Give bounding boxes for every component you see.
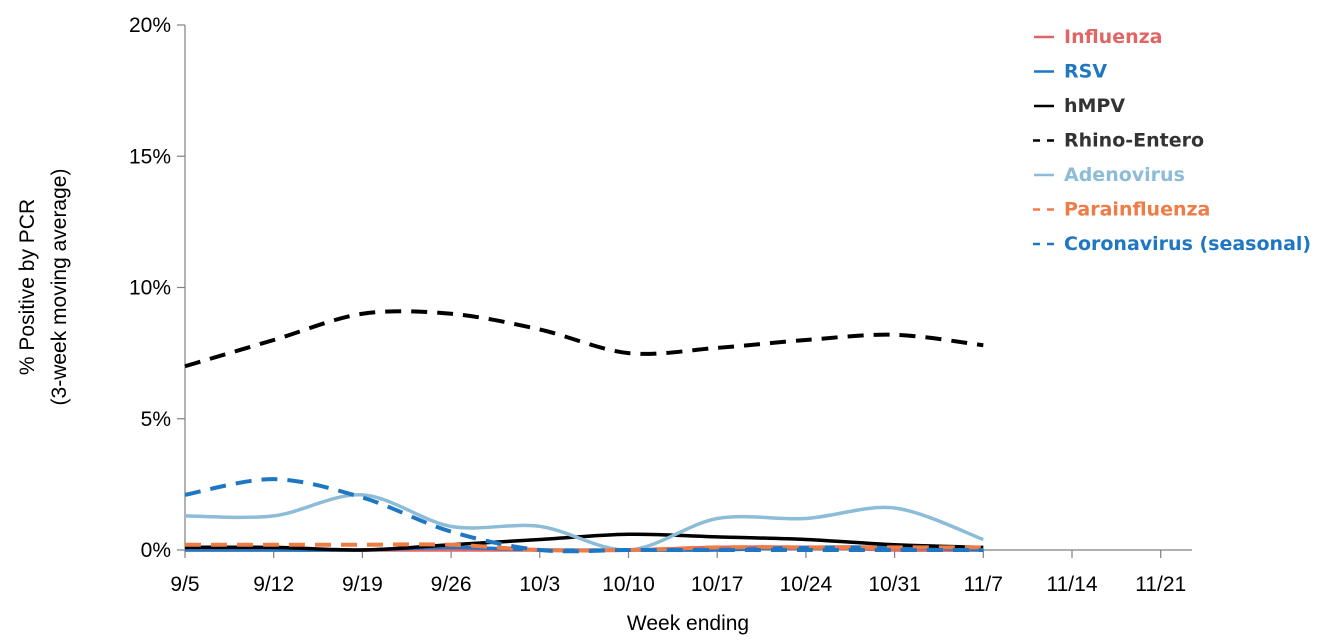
- y-tick-label: 5%: [141, 408, 171, 431]
- x-tick-label: 9/12: [253, 573, 294, 596]
- chart-axes: 0% 5% 10% 15% 20% 9/5 9/12 9/19 9/26 10/3 10/10 10/…: [129, 14, 1192, 596]
- y-tick-label: 0%: [141, 539, 171, 562]
- x-tick-label: 10/31: [868, 573, 921, 596]
- x-tick-label: 9/26: [431, 573, 472, 596]
- x-tick-label: 11/21: [1135, 573, 1186, 596]
- series-line-rhino-entero: [184, 309, 984, 369]
- legend-label-coronavirus-seasonal: Coronavirus (seasonal): [1064, 233, 1311, 255]
- x-axis-title: Week ending: [627, 612, 749, 635]
- legend-label-rhino-entero: Rhino-Entero: [1064, 130, 1204, 152]
- series-line-coronavirus-seasonal: [184, 477, 984, 554]
- y-tick-label: 15%: [129, 145, 171, 168]
- chart-series-layer: [184, 309, 984, 554]
- x-tick-label: 9/19: [342, 573, 383, 596]
- chart-legend: Influenza RSV hMPV Rhino-Entero Adenovirus Pa…: [1033, 26, 1311, 255]
- x-tick-label: 10/10: [602, 573, 655, 596]
- y-tick-label: 10%: [129, 277, 171, 300]
- x-tick-label: 11/14: [1047, 573, 1098, 596]
- x-tick-label: 10/24: [780, 573, 833, 596]
- series-line-parainfluenza: [185, 542, 984, 553]
- y-axis-title-line-2: (3-week moving average): [48, 169, 71, 406]
- legend-label-rsv: RSV: [1064, 61, 1107, 83]
- legend-label-parainfluenza: Parainfluenza: [1064, 199, 1210, 221]
- x-tick-label: 9/5: [170, 573, 199, 596]
- series-line-hmpv: [184, 532, 984, 552]
- legend-label-hmpv: hMPV: [1064, 95, 1125, 117]
- x-tick-label: 10/3: [519, 573, 560, 596]
- legend-label-adenovirus: Adenovirus: [1064, 164, 1185, 186]
- x-tick-label: 10/17: [691, 573, 744, 596]
- y-tick-label: 20%: [129, 14, 171, 37]
- y-axis-title-line-1: % Positive by PCR: [16, 199, 39, 375]
- legend-label-influenza: Influenza: [1064, 26, 1163, 48]
- x-tick-label: 11/7: [964, 573, 1003, 596]
- series-line-adenovirus: [184, 493, 984, 552]
